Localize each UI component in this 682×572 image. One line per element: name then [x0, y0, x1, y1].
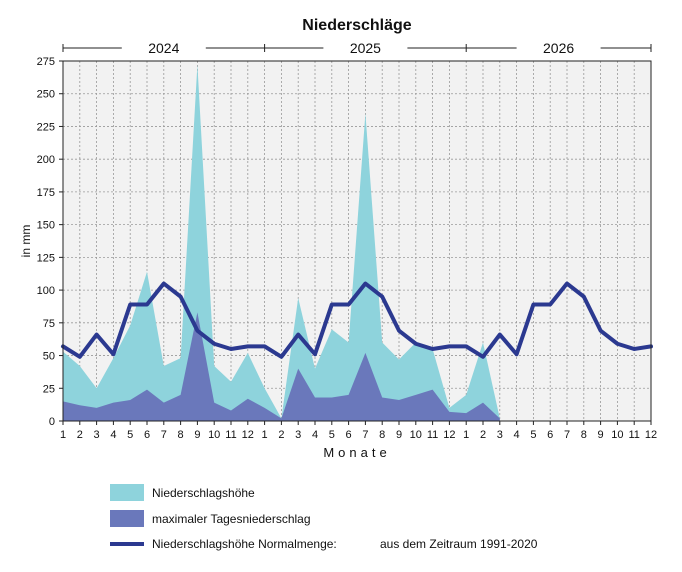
area-series-0: [63, 64, 500, 422]
x-tick-label-15: 4: [312, 429, 318, 441]
x-axis: 1 2 3 4 5 6 7 8 9 10 11 12 1 2 3 4 5 6 7 8 9 10 11 12 1 2 3 4 5 6 7 8 9 1…: [60, 421, 657, 441]
legend-swatch-tagesniederschlag: [110, 510, 144, 527]
y-tick-label-11: 275: [37, 56, 55, 68]
x-tick-label-0: 1: [60, 429, 66, 441]
x-tick-label-4: 5: [127, 429, 133, 441]
line-series-2: [61, 281, 653, 359]
x-tick-label-34: 11: [628, 429, 639, 441]
y-tick-label-1: 25: [43, 383, 55, 395]
x-tick-label-25: 2: [480, 429, 486, 441]
y-tick-label-9: 225: [37, 121, 55, 133]
x-tick-label-29: 6: [547, 429, 553, 441]
line-series: [61, 281, 653, 359]
x-tick-label-22: 11: [427, 429, 438, 441]
y-tick-label-5: 125: [37, 252, 55, 264]
x-tick-label-2: 3: [94, 429, 100, 441]
year-label-2025: 2025: [350, 40, 381, 56]
y-axis: 0 25 50 75 100 125 150 175 200 225 250 275: [37, 56, 63, 428]
x-tick-label-6: 7: [161, 429, 167, 441]
y-tick-label-7: 175: [37, 187, 55, 199]
year-header: 2024 2025 2026: [62, 40, 652, 56]
year-label-2026: 2026: [543, 40, 574, 56]
x-tick-label-32: 9: [598, 429, 604, 441]
y-tick-label-2: 50: [43, 351, 55, 363]
x-tick-label-28: 5: [530, 429, 536, 441]
y-tick-label-0: 0: [49, 416, 55, 428]
x-tick-label-17: 6: [346, 429, 352, 441]
x-tick-label-10: 11: [225, 429, 236, 441]
x-tick-label-1: 2: [77, 429, 83, 441]
x-tick-label-16: 5: [329, 429, 335, 441]
x-tick-label-13: 2: [278, 429, 284, 441]
x-tick-label-26: 3: [497, 429, 503, 441]
legend-label-normalmenge: Niederschlagshöhe Normalmenge:: [152, 537, 337, 551]
area-series: [63, 64, 500, 422]
x-tick-label-24: 1: [463, 429, 469, 441]
x-tick-label-12: 1: [262, 429, 268, 441]
y-tick-label-4: 100: [37, 285, 55, 297]
year-label-2024: 2024: [148, 40, 179, 56]
y-axis-label: in mm: [19, 225, 33, 258]
x-tick-label-27: 4: [514, 429, 520, 441]
x-tick-label-7: 8: [178, 429, 184, 441]
x-tick-label-23: 12: [443, 429, 455, 441]
x-tick-label-5: 6: [144, 429, 150, 441]
chart-title: Niederschläge: [302, 17, 411, 34]
x-tick-label-21: 10: [410, 429, 422, 441]
x-tick-label-31: 8: [581, 429, 587, 441]
legend-swatch-niederschlagshoehe: [110, 484, 144, 501]
y-tick-label-10: 250: [37, 89, 55, 101]
x-tick-label-30: 7: [564, 429, 570, 441]
x-tick-label-11: 12: [242, 429, 254, 441]
x-tick-label-3: 4: [110, 429, 116, 441]
y-tick-label-6: 150: [37, 220, 55, 232]
plot-frame: [62, 60, 652, 422]
x-tick-label-19: 8: [379, 429, 385, 441]
legend-note-period: aus dem Zeitraum 1991-2020: [380, 537, 538, 551]
x-axis-label: Monate: [323, 445, 390, 460]
area-series-1: [63, 312, 500, 421]
legend-label-tagesniederschlag: maximaler Tagesniederschlag: [152, 512, 311, 526]
legend-label-niederschlagshoehe: Niederschlagshöhe: [152, 486, 255, 500]
x-tick-label-9: 10: [208, 429, 220, 441]
x-tick-label-8: 9: [194, 429, 200, 441]
y-tick-label-8: 200: [37, 154, 55, 166]
x-tick-label-20: 9: [396, 429, 402, 441]
x-tick-label-33: 10: [611, 429, 623, 441]
x-tick-label-14: 3: [295, 429, 301, 441]
y-tick-label-3: 75: [43, 318, 55, 330]
x-tick-label-35: 12: [645, 429, 657, 441]
legend: Niederschlagshöhe maximaler Tagesnieders…: [110, 484, 538, 551]
x-tick-label-18: 7: [362, 429, 368, 441]
